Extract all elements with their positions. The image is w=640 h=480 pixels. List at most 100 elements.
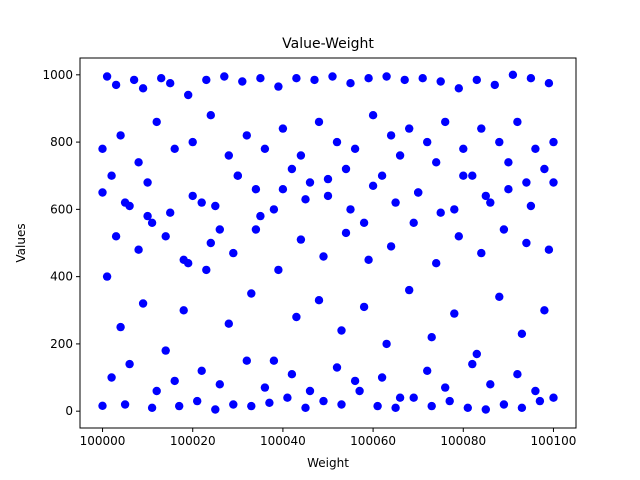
scatter-point bbox=[319, 396, 328, 406]
scatter-point bbox=[224, 319, 233, 328]
y-axis-label: Values bbox=[14, 223, 28, 262]
scatter-point bbox=[540, 306, 549, 315]
x-tick-label: 100020 bbox=[170, 434, 216, 448]
scatter-point bbox=[292, 74, 301, 83]
chart-title: Value-Weight bbox=[282, 36, 374, 52]
scatter-point bbox=[274, 82, 283, 91]
scatter-point bbox=[359, 218, 369, 227]
scatter-point bbox=[98, 401, 107, 410]
scatter-point bbox=[423, 137, 432, 147]
scatter-point bbox=[229, 248, 238, 258]
scatter-point bbox=[98, 144, 107, 153]
x-tick-label: 100100 bbox=[531, 434, 577, 448]
scatter-point bbox=[368, 181, 378, 190]
scatter-point bbox=[287, 164, 297, 174]
scatter-point bbox=[418, 74, 427, 83]
scatter-point bbox=[211, 201, 220, 211]
scatter-point bbox=[544, 79, 554, 88]
scatter-point bbox=[377, 373, 387, 382]
scatter-point bbox=[450, 205, 459, 214]
scatter-point bbox=[504, 185, 513, 194]
scatter-point bbox=[296, 235, 306, 244]
scatter-point bbox=[405, 285, 414, 295]
scatter-point bbox=[247, 401, 256, 411]
scatter-point bbox=[319, 252, 328, 261]
scatter-point bbox=[454, 232, 463, 241]
scatter-points bbox=[98, 70, 558, 414]
scatter-point bbox=[301, 403, 310, 412]
scatter-point bbox=[147, 403, 157, 412]
scatter-point bbox=[350, 144, 360, 153]
scatter-point bbox=[323, 174, 333, 184]
scatter-point bbox=[247, 289, 256, 298]
scatter-point bbox=[215, 380, 224, 389]
scatter-point bbox=[220, 72, 229, 81]
scatter-point bbox=[526, 201, 536, 211]
scatter-point bbox=[328, 72, 337, 81]
scatter-point bbox=[395, 393, 405, 402]
scatter-point bbox=[269, 205, 279, 214]
scatter-point bbox=[134, 158, 143, 167]
scatter-point bbox=[405, 124, 414, 133]
x-axis: 100000 100020 100040 100060 100080 100100 bbox=[80, 428, 577, 448]
scatter-point bbox=[423, 366, 432, 375]
scatter-point bbox=[531, 144, 540, 153]
scatter-point bbox=[364, 255, 373, 264]
scatter-point bbox=[147, 218, 157, 227]
scatter-point bbox=[386, 242, 396, 251]
scatter-point bbox=[495, 137, 504, 147]
scatter-point bbox=[292, 312, 301, 322]
scatter-point bbox=[188, 137, 197, 147]
scatter-point bbox=[549, 137, 558, 147]
scatter-point bbox=[549, 393, 558, 402]
scatter-point bbox=[310, 75, 319, 85]
scatter-point bbox=[526, 74, 536, 83]
scatter-point bbox=[368, 111, 378, 120]
scatter-point bbox=[206, 238, 215, 248]
scatter-point bbox=[260, 383, 270, 392]
scatter-point bbox=[229, 400, 238, 409]
scatter-point bbox=[508, 70, 518, 80]
scatter-point bbox=[341, 228, 351, 238]
scatter-point bbox=[166, 79, 175, 88]
scatter-point bbox=[355, 386, 364, 396]
scatter-point bbox=[341, 164, 351, 174]
y-tick-label: 800 bbox=[50, 135, 73, 149]
scatter-point bbox=[499, 225, 509, 234]
scatter-point bbox=[409, 218, 418, 227]
scatter-point bbox=[305, 386, 315, 396]
scatter-point bbox=[251, 225, 261, 234]
scatter-point bbox=[522, 178, 531, 187]
scatter-point bbox=[499, 400, 509, 409]
scatter-point bbox=[161, 232, 170, 241]
scatter-point bbox=[116, 131, 125, 140]
scatter-point bbox=[409, 393, 418, 402]
scatter-point bbox=[197, 366, 206, 375]
plot-frame bbox=[79, 57, 577, 429]
scatter-point bbox=[382, 339, 391, 349]
scatter-point bbox=[206, 111, 215, 120]
scatter-point bbox=[477, 124, 486, 133]
scatter-point bbox=[472, 75, 481, 85]
scatter-point bbox=[441, 117, 450, 127]
scatter-point bbox=[251, 185, 261, 194]
scatter-point bbox=[373, 401, 382, 411]
scatter-point bbox=[504, 158, 513, 167]
scatter-point bbox=[120, 400, 130, 409]
scatter-point bbox=[116, 322, 125, 332]
scatter-point bbox=[170, 144, 179, 153]
scatter-point bbox=[278, 185, 288, 194]
scatter-point bbox=[463, 403, 472, 412]
scatter-point bbox=[283, 393, 292, 402]
y-tick-label: 1000 bbox=[42, 68, 73, 82]
scatter-point bbox=[323, 191, 333, 201]
scatter-point bbox=[224, 151, 233, 160]
scatter-point bbox=[522, 238, 531, 248]
scatter-point bbox=[138, 299, 148, 308]
scatter-point bbox=[314, 117, 324, 127]
scatter-point bbox=[450, 309, 459, 318]
scatter-point bbox=[107, 171, 116, 180]
scatter-point bbox=[256, 211, 265, 221]
scatter-point bbox=[513, 370, 522, 379]
